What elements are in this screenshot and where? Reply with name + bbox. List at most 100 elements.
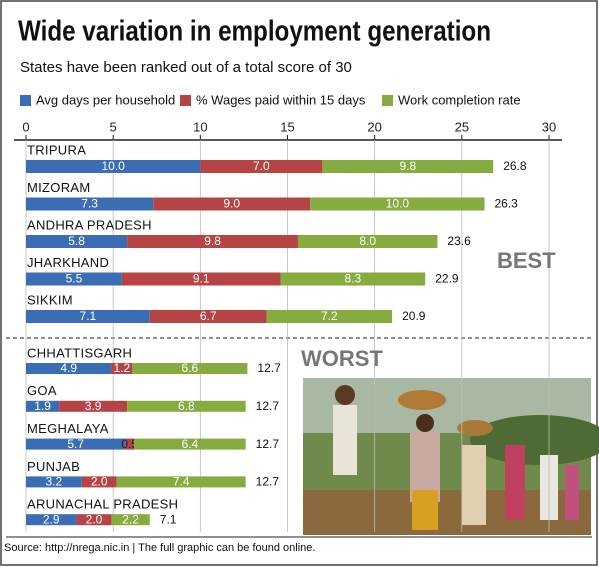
x-tick-label: 15 [280, 119, 294, 134]
total-label: 12.7 [256, 475, 280, 489]
annotation: BEST [497, 248, 556, 273]
total-label: 26.3 [494, 197, 518, 211]
category-label: MIZORAM [27, 180, 90, 195]
value-label: 2.9 [43, 512, 60, 526]
total-label: 26.8 [503, 159, 527, 173]
bar-segment [134, 438, 246, 450]
bar-segment [127, 400, 246, 412]
chart-title: Wide variation in employment generation [18, 16, 491, 48]
value-label: 9.8 [399, 159, 416, 173]
total-label: 7.1 [160, 512, 177, 526]
bar-segment [132, 363, 248, 374]
chart-subtitle: States have been ranked out of a total s… [20, 59, 352, 76]
legend-swatch [180, 95, 191, 106]
photo-figure [335, 385, 355, 405]
x-tick-label: 30 [542, 119, 556, 134]
category-label: ARUNACHAL PRADESH [27, 497, 178, 512]
value-label: 7.4 [173, 475, 190, 489]
bar-segment [26, 310, 150, 323]
value-label: 6.8 [178, 399, 195, 413]
bar-segment [266, 310, 393, 323]
value-label: 2.0 [91, 475, 108, 489]
bar-segment [127, 235, 298, 248]
bar-segment [310, 197, 485, 211]
total-label: 23.6 [447, 234, 471, 248]
category-label: CHHATTISGARH [27, 345, 132, 360]
value-label: 10.0 [101, 159, 125, 173]
photo-basket [398, 390, 446, 410]
category-label: JHARKHAND [27, 255, 109, 270]
x-tick-label: 20 [367, 119, 381, 134]
category-label: ANDHRA PRADESH [27, 217, 152, 232]
bar-segment [111, 363, 133, 374]
photo-figure [412, 490, 438, 530]
bar-segment [153, 197, 311, 211]
value-label: 7.2 [321, 309, 338, 323]
bar-segment [26, 363, 112, 374]
value-label: 5.8 [68, 234, 85, 248]
bar-segment [116, 476, 246, 488]
x-tick-label: 10 [193, 119, 207, 134]
bar-segment [26, 438, 126, 450]
photo-figure [416, 414, 434, 432]
source: Source: http://nrega.nic.in | The full g… [4, 542, 315, 554]
photo [303, 378, 599, 535]
value-label: 9.8 [204, 234, 221, 248]
category-label: SIKKIM [27, 292, 73, 307]
value-label: 7.1 [80, 309, 97, 323]
total-label: 22.9 [435, 272, 459, 286]
value-label: 9.1 [193, 272, 210, 286]
bar-segment [26, 272, 122, 286]
bar-segment [81, 476, 117, 488]
value-label: 6.4 [182, 437, 199, 451]
total-label: 12.7 [256, 437, 280, 451]
value-label: 10.0 [386, 197, 410, 211]
value-label: 5.5 [66, 272, 83, 286]
value-label: 9.0 [223, 197, 240, 211]
photo-figure [462, 445, 486, 525]
value-label: 8.0 [359, 234, 376, 248]
bar-segment [26, 235, 128, 248]
value-label: 2.2 [122, 512, 139, 526]
x-tick-label: 0 [22, 119, 29, 134]
bar-segment [111, 514, 150, 526]
bar-segment [26, 514, 77, 526]
photo-figure [505, 445, 525, 520]
value-label: 1.2 [114, 361, 131, 375]
bar-segment [200, 160, 323, 173]
category-label: GOA [27, 383, 57, 398]
bar-segment [322, 160, 494, 173]
bar-segment [26, 476, 82, 488]
value-label: 5.7 [67, 437, 84, 451]
photo-basket [457, 420, 493, 436]
value-label: 4.9 [60, 361, 77, 375]
legend-label: Work completion rate [398, 92, 521, 107]
bar-segment [76, 514, 112, 526]
photo-figure [565, 465, 579, 520]
legend-swatch [20, 95, 31, 106]
bar-segment [121, 272, 281, 286]
photo-hill [470, 415, 599, 465]
x-tick-label: 25 [455, 119, 469, 134]
value-label: 3.9 [85, 399, 102, 413]
value-label: 2.0 [86, 512, 103, 526]
legend-label: Avg days per household [36, 92, 175, 107]
value-label: 7.0 [253, 159, 270, 173]
value-label: 6.7 [200, 309, 217, 323]
category-label: TRIPURA [27, 142, 86, 157]
total-label: 20.9 [402, 309, 426, 323]
bar-segment [26, 197, 154, 211]
category-label: MEGHALAYA [27, 421, 109, 436]
value-label: 7.3 [81, 197, 98, 211]
value-label: 3.2 [46, 475, 63, 489]
photo-figure [333, 405, 357, 475]
value-label: 1.9 [34, 399, 51, 413]
x-tick-label: 5 [110, 119, 117, 134]
legend-label: % Wages paid within 15 days [196, 92, 366, 107]
bar-segment [125, 438, 135, 450]
bar-segment [297, 235, 438, 248]
total-label: 12.7 [256, 399, 280, 413]
bar-segment [59, 400, 128, 412]
total-label: 12.7 [257, 361, 281, 375]
